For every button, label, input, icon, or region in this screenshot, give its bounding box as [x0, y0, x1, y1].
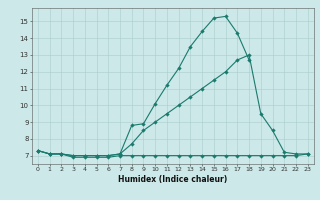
X-axis label: Humidex (Indice chaleur): Humidex (Indice chaleur)	[118, 175, 228, 184]
